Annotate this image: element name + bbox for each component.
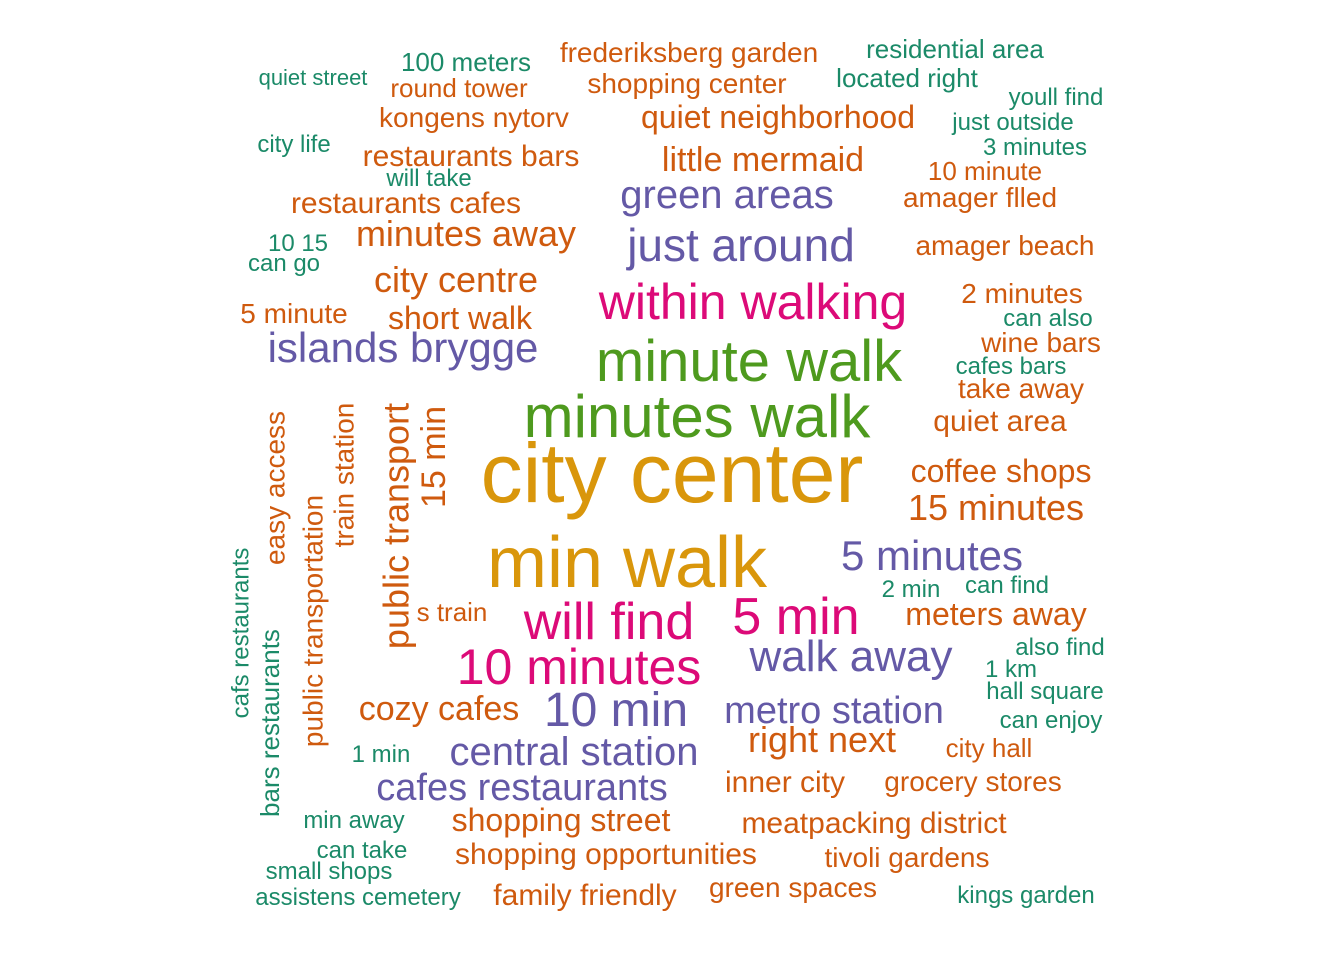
word-2-min: 2 min	[882, 576, 941, 603]
word-1-km: 1 km	[985, 656, 1037, 683]
word-just-outside: just outside	[951, 109, 1073, 136]
word-10-15: 10 15	[268, 230, 328, 257]
word-city-centre: city centre	[374, 259, 538, 300]
word-family-friendly: family friendly	[493, 879, 676, 912]
word-will-find: will find	[523, 593, 695, 651]
word-public-transportation: public transportation	[298, 495, 329, 747]
word-tivoli-gardens: tivoli gardens	[825, 842, 990, 873]
word-green-spaces: green spaces	[709, 872, 877, 903]
word-cafes-restaurants: cafes restaurants	[376, 767, 667, 809]
word-easy-access: easy access	[260, 411, 291, 565]
word-inner-city: inner city	[725, 766, 845, 799]
word-2-minutes: 2 minutes	[961, 278, 1082, 309]
word-meters-away: meters away	[905, 596, 1086, 632]
word-minutes-away: minutes away	[356, 213, 576, 254]
word-can-also: can also	[1003, 305, 1092, 332]
word-can-go: can go	[248, 250, 320, 277]
word-quiet-area: quiet area	[933, 405, 1067, 438]
word-coffee-shops: coffee shops	[911, 453, 1092, 489]
word-right-next: right next	[748, 719, 896, 760]
word-100-meters: 100 meters	[401, 47, 531, 77]
word-minutes-walk: minutes walk	[524, 383, 872, 450]
word-central-station: central station	[449, 730, 698, 774]
word-short-walk: short walk	[388, 300, 533, 336]
word-residential-area: residential area	[866, 34, 1044, 64]
word-15-min: 15 min	[415, 406, 453, 508]
word-kongens-nytorv: kongens nytorv	[379, 102, 569, 133]
word-youll-find: youll find	[1009, 84, 1104, 111]
word-city-life: city life	[257, 131, 330, 158]
word-cafes-bars: cafes bars	[956, 353, 1067, 380]
word-3-minutes: 3 minutes	[983, 134, 1087, 161]
word-small-shops: small shops	[266, 858, 393, 885]
word-s-train: s train	[417, 597, 488, 627]
word-kings-garden: kings garden	[957, 882, 1094, 909]
word-take-away: take away	[958, 373, 1084, 404]
word-wine-bars: wine bars	[980, 327, 1101, 358]
word-10-minutes: 10 minutes	[457, 639, 702, 695]
word-restaurants-cafes: restaurants cafes	[291, 187, 521, 220]
word-5-minute: 5 minute	[240, 298, 347, 329]
word-restaurants-bars: restaurants bars	[363, 140, 580, 173]
word-quiet-street: quiet street	[259, 65, 368, 90]
word-cafs-restaurants: cafs restaurants	[228, 548, 255, 719]
word-shopping-street: shopping street	[452, 802, 671, 838]
word-public-transport: public transport	[376, 403, 417, 649]
word-shopping-center: shopping center	[587, 68, 786, 99]
word-bars-restaurants: bars restaurants	[255, 629, 285, 817]
word-10-min: 10 min	[544, 684, 688, 737]
word-can-take: can take	[317, 837, 408, 864]
word-walk-away: walk away	[749, 632, 953, 681]
word-shopping-opportunities: shopping opportunities	[455, 838, 757, 871]
word-grocery-stores: grocery stores	[884, 766, 1061, 797]
word-5-minutes: 5 minutes	[841, 532, 1023, 579]
word-10-minute: 10 minute	[928, 156, 1042, 186]
word-little-mermaid: little mermaid	[662, 141, 864, 179]
word-quiet-neighborhood: quiet neighborhood	[641, 99, 915, 135]
word-frederiksberg-garden: frederiksberg garden	[560, 37, 818, 68]
word-min-away: min away	[303, 807, 404, 834]
word-metro-station: metro station	[724, 690, 944, 732]
word-islands-brygge: islands brygge	[268, 324, 539, 371]
word-round-tower: round tower	[390, 73, 528, 103]
word-hall-square: hall square	[986, 678, 1103, 705]
word-1-min: 1 min	[352, 741, 411, 768]
word-amager-flled: amager flled	[903, 182, 1057, 213]
word-train-station: train station	[329, 403, 360, 548]
word-will-take: will take	[385, 165, 471, 192]
word-can-enjoy: can enjoy	[1000, 707, 1103, 734]
word-minute-walk: minute walk	[596, 329, 903, 394]
word-can-find: can find	[965, 572, 1049, 599]
word-5-min: 5 min	[732, 588, 859, 646]
word-located-right: located right	[836, 63, 978, 93]
word-city-center: city center	[481, 426, 864, 520]
word-meatpacking-district: meatpacking district	[741, 807, 1007, 840]
word-assistens-cemetery: assistens cemetery	[255, 884, 460, 911]
word-just-around: just around	[625, 219, 855, 271]
word-also-find: also find	[1015, 634, 1104, 661]
word-city-hall: city hall	[946, 733, 1033, 763]
word-min-walk: min walk	[487, 523, 768, 603]
word-cozy-cafes: cozy cafes	[359, 690, 520, 728]
word-within-walking: within walking	[598, 274, 907, 330]
word-amager-beach: amager beach	[915, 230, 1094, 261]
word-15-minutes: 15 minutes	[908, 487, 1084, 528]
word-green-areas: green areas	[620, 173, 833, 217]
